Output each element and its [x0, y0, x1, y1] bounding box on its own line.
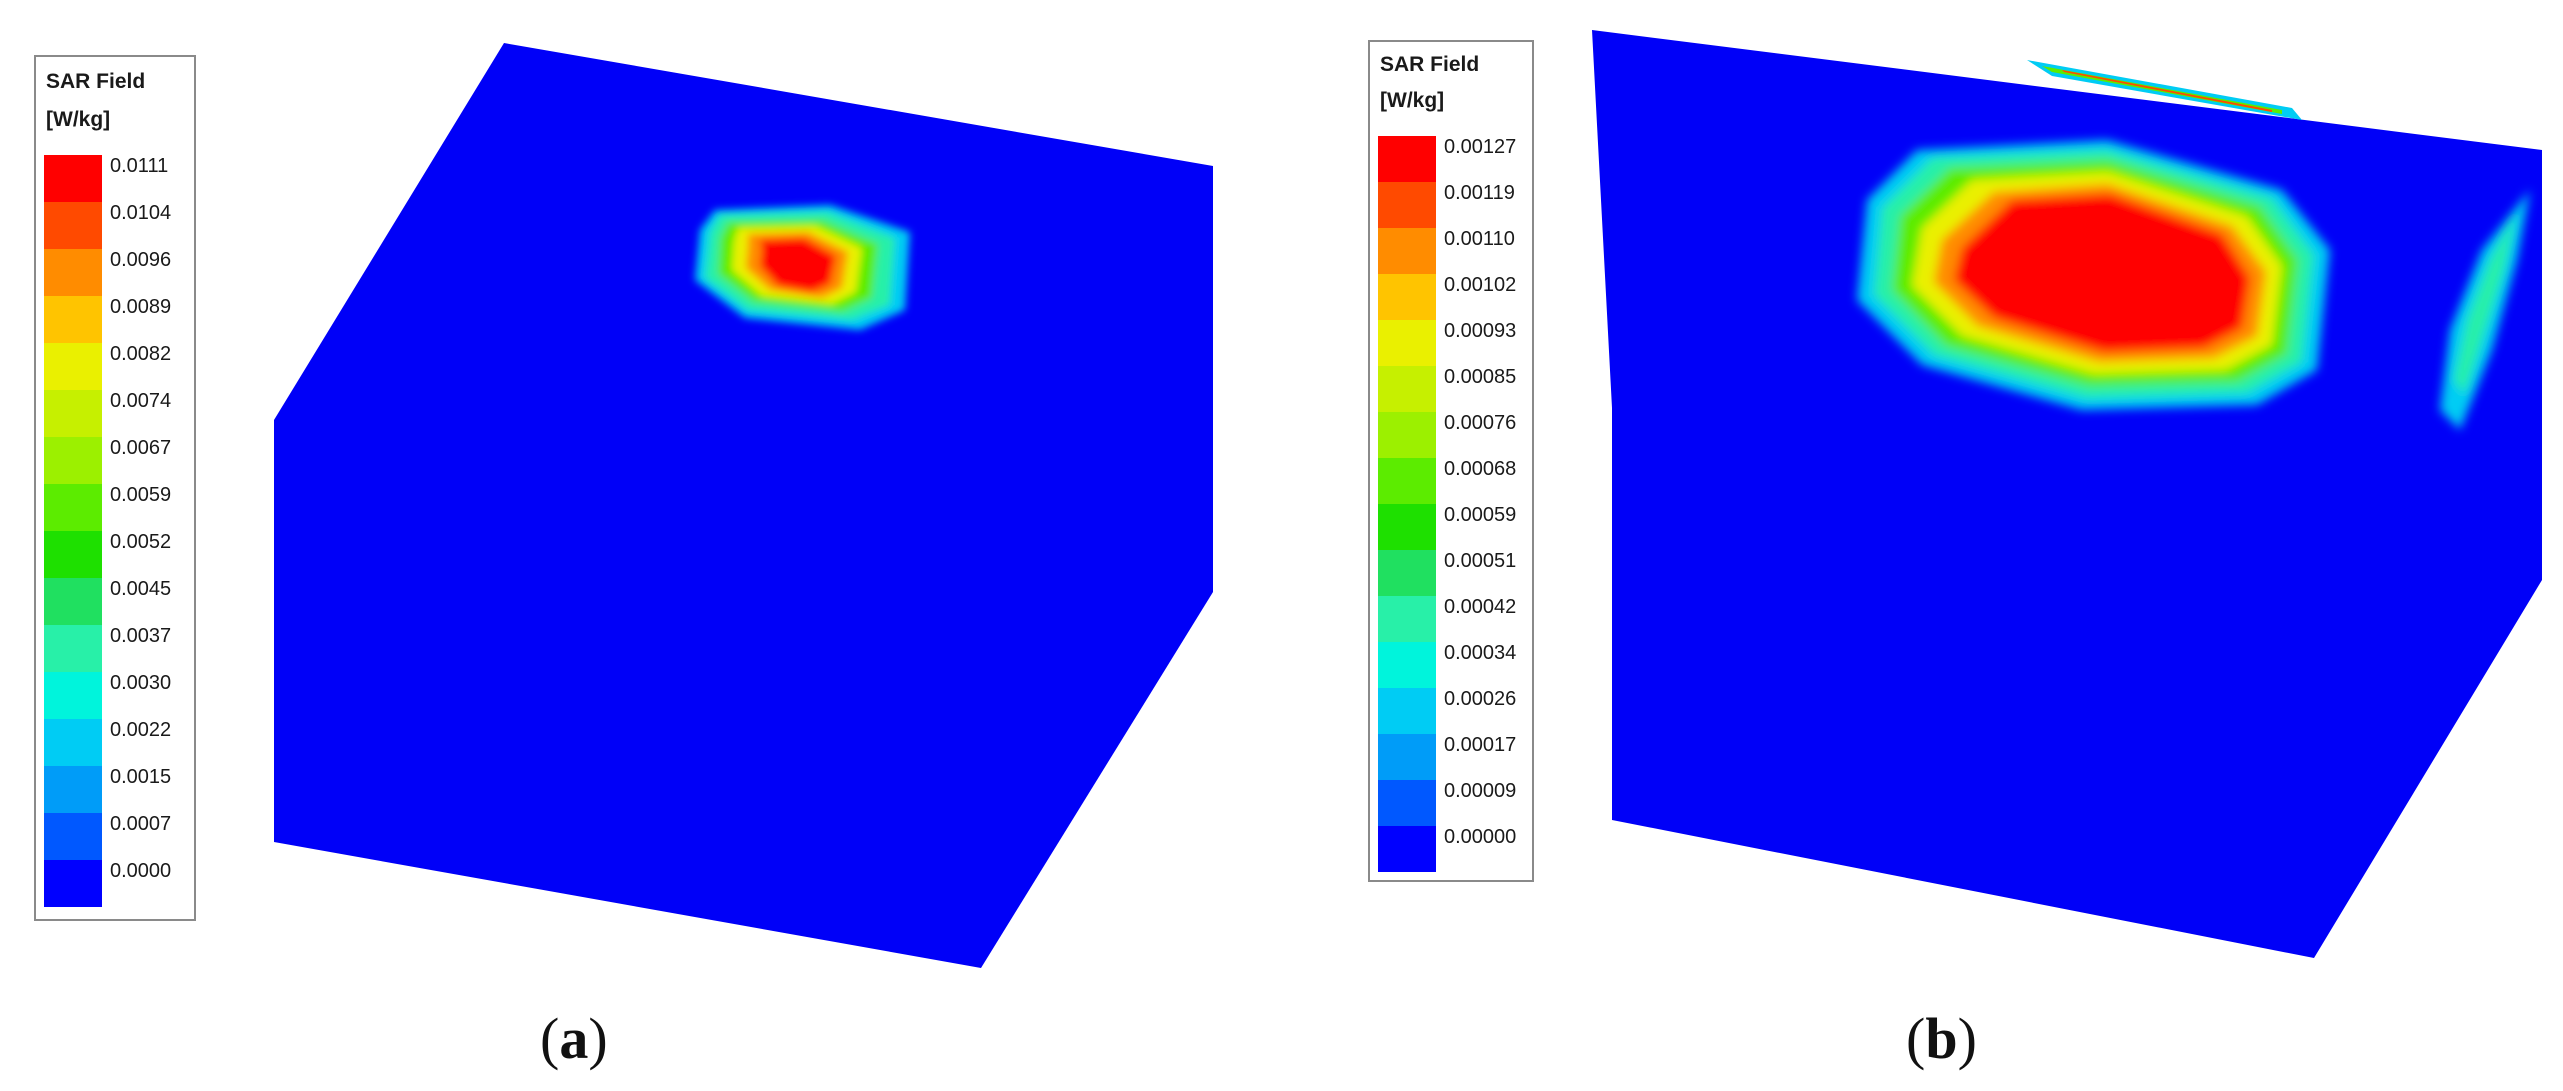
legend-value-label: 0.00119: [1444, 182, 1515, 204]
legend-value-label: 0.0022: [110, 719, 172, 741]
legend-value-label: 0.00042: [1444, 596, 1517, 618]
legend-swatch: [1378, 826, 1436, 872]
legend-swatch: [44, 578, 102, 625]
legend-swatch: [44, 625, 102, 672]
legend-swatch: [44, 390, 102, 437]
legend-swatch: [1378, 596, 1436, 642]
legend-value-label: 0.0052: [110, 531, 172, 553]
legend-swatch: [44, 484, 102, 531]
legend-value-label: 0.0067: [110, 437, 172, 459]
legend-title-b: SAR Field: [1380, 53, 1480, 76]
panel-a: SAR Field [W/kg] 0.0111 0.0104 0.0096 0.008…: [0, 0, 1281, 1091]
caption-a: (a): [540, 1006, 608, 1071]
legend-swatch: [44, 531, 102, 578]
legend-swatch: [1378, 734, 1436, 780]
legend-swatch: [44, 860, 102, 907]
legend-unit-a: [W/kg]: [46, 108, 111, 131]
legend-value-label: 0.0104: [110, 202, 172, 224]
caption-letter-b: b: [1925, 1006, 1958, 1071]
legend-value-label: 0.00034: [1444, 642, 1517, 664]
legend-value-label: 0.0111: [110, 155, 169, 177]
legend-swatch: [1378, 136, 1436, 182]
legend-value-label: 0.00110: [1444, 228, 1515, 250]
legend-swatch: [1378, 366, 1436, 412]
sar-cube-b: [1592, 30, 2542, 958]
legend-swatch: [1378, 688, 1436, 734]
legend-value-label: 0.0045: [110, 578, 172, 600]
sar-cube-a: [274, 43, 1213, 968]
legend-swatch: [44, 719, 102, 766]
legend-swatch: [44, 766, 102, 813]
hotspot-b: [1857, 140, 2330, 410]
caption-b: (b): [1906, 1006, 1977, 1071]
legend-value-label: 0.00051: [1444, 550, 1517, 572]
legend-swatch: [1378, 320, 1436, 366]
legend-value-label: 0.0082: [110, 343, 172, 365]
legend-value-label: 0.00000: [1444, 826, 1517, 848]
legend-value-label: 0.0030: [110, 672, 172, 694]
legend-swatch: [1378, 274, 1436, 320]
legend-value-label: 0.00017: [1444, 734, 1517, 756]
panel-b: SAR Field [W/kg] 0.00127 0.00119 0.00110 0.…: [1282, 0, 2563, 1091]
legend-swatch: [1378, 642, 1436, 688]
legend-value-label: 0.0015: [110, 766, 172, 788]
legend-value-label: 0.0007: [110, 813, 172, 835]
legend-unit-b: [W/kg]: [1380, 89, 1445, 112]
edge-band-b: [2027, 60, 2302, 120]
legend-value-label: 0.00009: [1444, 780, 1517, 802]
color-legend-b: SAR Field [W/kg] 0.00127 0.00119 0.00110 0.…: [1368, 40, 1534, 882]
caption-letter-a: a: [559, 1006, 589, 1071]
legend-swatch: [1378, 504, 1436, 550]
legend-swatch: [1378, 228, 1436, 274]
legend-swatch: [1378, 458, 1436, 504]
legend-value-label: 0.0059: [110, 484, 172, 506]
legend-value-label: 0.0089: [110, 296, 172, 318]
legend-swatch: [44, 249, 102, 296]
legend-value-label: 0.00102: [1444, 274, 1517, 296]
legend-swatch: [1378, 550, 1436, 596]
legend-value-label: 0.00026: [1444, 688, 1517, 710]
legend-swatch: [44, 155, 102, 202]
hotspot-a: [695, 205, 910, 330]
legend-swatch: [44, 813, 102, 860]
legend-value-label: 0.00093: [1444, 320, 1517, 342]
legend-value-label: 0.0074: [110, 390, 172, 412]
legend-swatch: [1378, 412, 1436, 458]
legend-value-label: 0.00127: [1444, 136, 1517, 158]
legend-swatch: [1378, 780, 1436, 826]
legend-value-label: 0.0096: [110, 249, 172, 271]
legend-value-label: 0.0037: [110, 625, 172, 647]
cube-a-body: [274, 43, 1213, 968]
side-streak-b: [2440, 190, 2530, 430]
legend-value-label: 0.00085: [1444, 366, 1517, 388]
legend-swatch: [44, 437, 102, 484]
legend-swatch: [44, 343, 102, 390]
legend-swatch: [44, 672, 102, 719]
legend-swatch: [1378, 182, 1436, 228]
legend-swatch: [44, 202, 102, 249]
legend-value-label: 0.00076: [1444, 412, 1517, 434]
color-legend-a: SAR Field [W/kg] 0.0111 0.0104 0.0096 0.008…: [34, 55, 196, 921]
legend-value-label: 0.0000: [110, 860, 172, 882]
legend-value-label: 0.00059: [1444, 504, 1517, 526]
legend-value-label: 0.00068: [1444, 458, 1517, 480]
legend-title-a: SAR Field: [46, 70, 146, 93]
legend-swatch: [44, 296, 102, 343]
